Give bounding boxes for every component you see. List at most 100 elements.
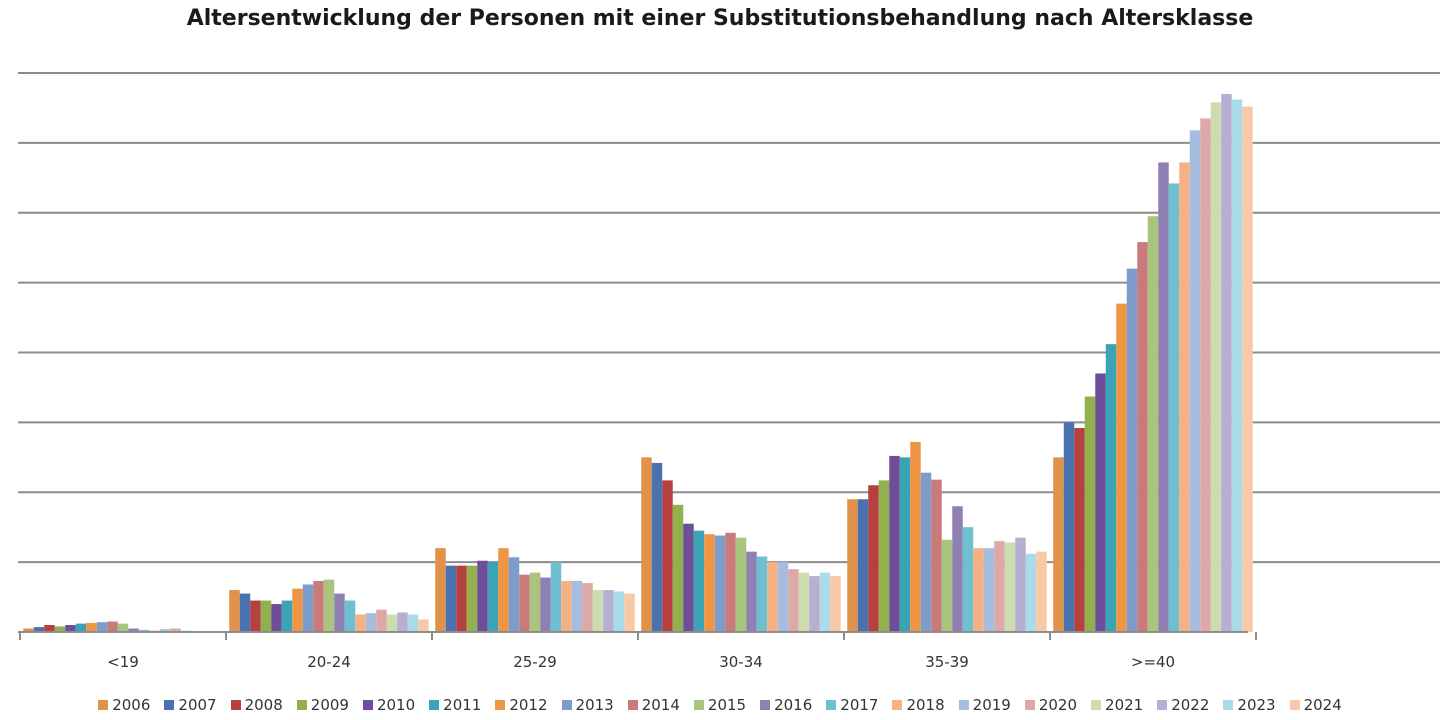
legend-label: 2024 (1303, 696, 1342, 714)
legend-item: 2021 (1091, 696, 1143, 714)
legend-item: 2011 (429, 696, 481, 714)
bar (355, 614, 366, 632)
bar (407, 614, 419, 632)
legend-swatch (958, 700, 969, 710)
legend-label: 2016 (774, 696, 813, 714)
legend-label: 2018 (906, 696, 945, 714)
x-tick-label: >=40 (1131, 653, 1175, 671)
bar (830, 576, 841, 632)
legend-swatch (627, 700, 638, 710)
bar (1147, 216, 1159, 632)
legend-item: 2023 (1223, 696, 1276, 714)
bar (445, 565, 457, 632)
bar (994, 541, 1005, 632)
bar (1105, 344, 1117, 632)
bar (735, 537, 747, 632)
legend-label: 2014 (641, 696, 680, 714)
bar (1126, 268, 1138, 632)
bar (756, 556, 768, 632)
bar (86, 622, 97, 632)
bar (613, 591, 625, 632)
bar (582, 583, 593, 632)
legend-swatch (429, 700, 440, 710)
bar (1025, 553, 1037, 632)
bar (138, 629, 150, 632)
bar-chart: <19 20-24 25-29 30-34 35-39 >=40 (18, 72, 1440, 671)
legend-swatch (1091, 700, 1102, 710)
bars (23, 93, 1253, 633)
legend-label: 2015 (707, 696, 747, 714)
x-axis: <19 20-24 25-29 30-34 35-39 >=40 (18, 631, 1257, 671)
bar (1004, 542, 1016, 632)
bar (96, 622, 108, 632)
bar (1221, 93, 1232, 632)
bar (477, 560, 488, 632)
bar (1168, 183, 1180, 632)
bar (128, 628, 139, 632)
bar (973, 548, 984, 632)
bar (952, 506, 963, 632)
bar (302, 584, 314, 632)
legend-label: 2009 (310, 696, 349, 714)
legend-swatch (230, 700, 241, 710)
bar (271, 604, 282, 632)
legend-item: 2016 (760, 696, 812, 714)
bar (662, 480, 673, 632)
legend-swatch (892, 700, 903, 710)
legend-swatch (561, 700, 572, 710)
bar (889, 455, 900, 632)
bar (983, 548, 995, 632)
bar (550, 562, 562, 632)
legend-label: 2010 (376, 696, 416, 714)
legend-label: 2021 (1105, 696, 1144, 714)
x-tick-label: 30-34 (719, 653, 763, 671)
bar (693, 530, 705, 632)
legend-item: 2013 (561, 696, 614, 714)
bar (250, 600, 261, 632)
bar (714, 535, 726, 632)
legend-item: 2020 (1024, 696, 1077, 714)
legend-item: 2007 (164, 696, 217, 714)
legend-item: 2014 (627, 696, 680, 714)
bar (65, 625, 76, 632)
bar (746, 551, 757, 632)
legend-item: 2006 (98, 696, 150, 714)
bar (159, 629, 171, 632)
bar (920, 472, 932, 632)
legend-swatch (693, 700, 704, 710)
legend-swatch (1289, 700, 1300, 710)
bar (1137, 242, 1148, 632)
bar (313, 580, 324, 632)
bar (941, 539, 953, 632)
bar (592, 590, 604, 632)
bar (44, 625, 55, 632)
bar (508, 557, 520, 632)
bar (170, 628, 181, 632)
legend-label: 2017 (840, 696, 879, 714)
bar (418, 619, 429, 632)
bar (878, 480, 890, 632)
bar (1063, 422, 1075, 632)
bar (365, 613, 377, 632)
bar (54, 626, 66, 632)
bar (847, 499, 858, 632)
legend: 2006 2007 2008 2009 2010 2011 2012 2013 2014 2015… (0, 693, 1440, 717)
bar (1242, 106, 1253, 633)
bar (1084, 396, 1096, 632)
bar (540, 577, 551, 632)
legend-item: 2010 (362, 696, 416, 714)
bar (33, 627, 45, 632)
bar (281, 600, 293, 632)
bar (386, 614, 398, 632)
bar (777, 562, 789, 632)
legend-item: 2018 (892, 696, 945, 714)
bar (323, 579, 335, 632)
bar (725, 532, 736, 632)
bar (519, 574, 530, 632)
legend-label: 2023 (1237, 696, 1276, 714)
bar (1189, 130, 1201, 633)
legend-label: 2022 (1171, 696, 1210, 714)
legend-item: 2012 (495, 696, 548, 714)
legend-swatch (164, 700, 175, 710)
legend-label: 2012 (509, 696, 548, 714)
